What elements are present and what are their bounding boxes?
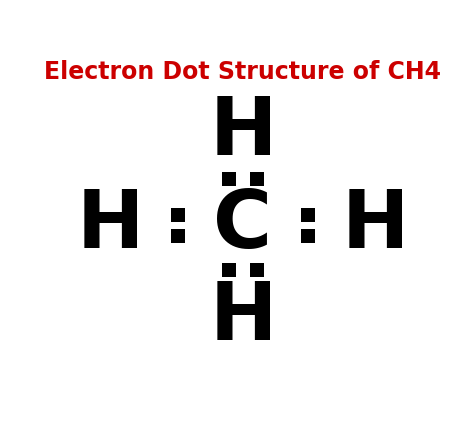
Text: H: H	[209, 94, 277, 172]
Text: C: C	[213, 187, 273, 264]
Point	[174, 232, 182, 239]
Point	[226, 267, 233, 274]
Text: H: H	[209, 279, 277, 357]
Point	[304, 212, 312, 218]
Text: H: H	[341, 187, 409, 264]
Point	[174, 212, 182, 218]
Text: Electron Dot Structure of CH4: Electron Dot Structure of CH4	[45, 60, 441, 84]
Point	[253, 176, 260, 183]
Text: H: H	[77, 187, 145, 264]
Point	[226, 176, 233, 183]
Point	[304, 232, 312, 239]
Point	[253, 267, 260, 274]
